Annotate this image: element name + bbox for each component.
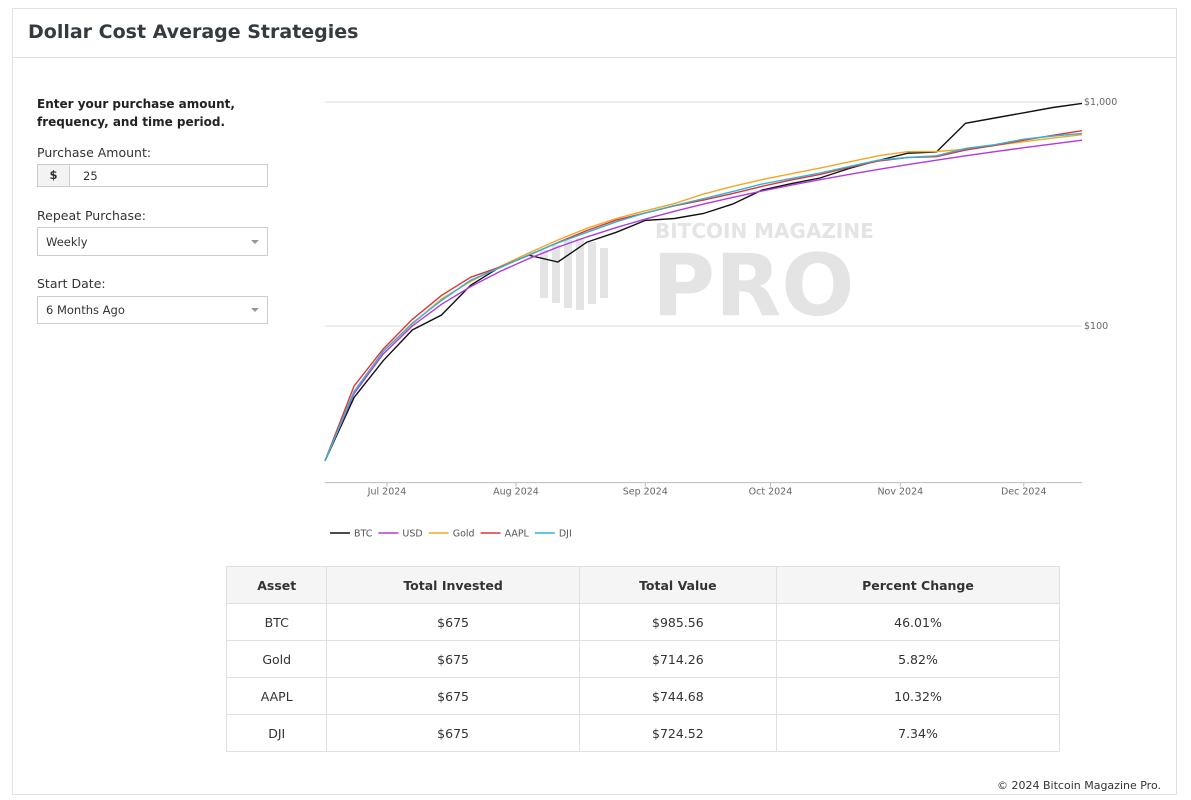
table-row: AAPL $675 $744.68 10.32% [225, 677, 1061, 715]
table-cell: DJI [225, 714, 328, 752]
table-row: Gold $675 $714.26 5.82% [225, 640, 1061, 678]
table-cell: $675 [326, 603, 580, 641]
x-tick-label: Dec 2024 [1001, 487, 1047, 498]
start-select[interactable]: 6 Months Ago [37, 296, 268, 324]
column-header: Asset [225, 566, 328, 604]
amount-input[interactable]: $ 25 [37, 164, 268, 187]
table-cell: $675 [326, 714, 580, 752]
table-cell: Gold [225, 640, 328, 678]
series-line [324, 102, 1083, 462]
watermark-top: BITCOIN MAGAZINE [655, 219, 874, 243]
series-line [324, 139, 1083, 462]
table-row: DJI $675 $724.52 7.34% [225, 714, 1061, 752]
chart: BITCOIN MAGAZINE PRO $100 $1,000 Jul 2024 A… [324, 97, 1117, 540]
table-cell: 46.01% [775, 603, 1061, 641]
series-line [324, 132, 1083, 462]
x-tick-label: Oct 2024 [749, 487, 793, 498]
header: Dollar Cost Average Strategies [13, 9, 1176, 58]
column-header: Total Invested [326, 566, 580, 604]
table-cell: BTC [225, 603, 328, 641]
table-cell: $985.56 [578, 603, 777, 641]
repeat-label: Repeat Purchase: [37, 208, 146, 223]
table-cell: $675 [326, 640, 580, 678]
legend-label: Gold [453, 529, 475, 540]
amount-value: 25 [83, 169, 98, 183]
watermark-bar [588, 242, 596, 304]
repeat-value: Weekly [46, 235, 88, 249]
x-tick-label: Sep 2024 [623, 487, 668, 498]
watermark: BITCOIN MAGAZINE PRO [540, 219, 874, 336]
legend-item: DJI [534, 529, 572, 540]
table-cell: $714.26 [578, 640, 777, 678]
watermark-main: PRO [652, 236, 854, 336]
watermark-bar [540, 250, 548, 298]
currency-addon: $ [38, 165, 70, 186]
table-cell: 7.34% [775, 714, 1061, 752]
table-cell: $724.52 [578, 714, 777, 752]
table-cell: AAPL [225, 677, 328, 715]
column-header: Total Value [578, 566, 777, 604]
table-cell: 5.82% [775, 640, 1061, 678]
watermark-bar [552, 245, 560, 303]
amount-label: Purchase Amount: [37, 145, 152, 160]
table-cell: $744.68 [578, 677, 777, 715]
footer: © 2024 Bitcoin Magazine Pro. [997, 779, 1161, 792]
y-tick-label: $100 [1084, 321, 1108, 332]
legend-label: BTC [354, 529, 373, 540]
watermark-bar [576, 238, 584, 310]
legend-item: USD [378, 529, 423, 540]
instructions: Enter your purchase amount, frequency, a… [37, 97, 235, 129]
start-value: 6 Months Ago [46, 303, 125, 317]
caret [251, 239, 259, 248]
column-header: Percent Change [775, 566, 1061, 604]
legend-item: Gold [428, 529, 475, 540]
caret [251, 308, 259, 316]
legend-item: AAPL [480, 529, 530, 540]
legend-label: DJI [559, 529, 572, 540]
card: Dollar Cost Average Strategies [12, 8, 1177, 795]
legend-label: AAPL [505, 529, 530, 540]
x-tick-label: Nov 2024 [877, 487, 923, 498]
y-tick-label: $1,000 [1084, 97, 1117, 108]
start-label: Start Date: [37, 276, 106, 291]
x-tick-label: Aug 2024 [493, 487, 539, 498]
series-line [324, 130, 1083, 462]
watermark-bar [600, 248, 608, 298]
table-header: Asset Total Invested Total Value Percent Ch… [225, 566, 1061, 604]
table-body: BTC $675 $985.56 46.01% Gold $675 $714.26 5.82%… [225, 603, 1061, 752]
results-table: Asset Total Invested Total Value Percent Ch… [225, 566, 1061, 752]
watermark-bar [564, 240, 572, 308]
page-title: Dollar Cost Average Strategies [28, 21, 359, 43]
table-cell: 10.32% [775, 677, 1061, 715]
repeat-select[interactable]: Weekly [37, 227, 268, 256]
table-cell: $675 [326, 677, 580, 715]
legend-item: BTC [330, 529, 373, 540]
x-tick-label: Jul 2024 [367, 487, 407, 498]
table-row: BTC $675 $985.56 46.01% [225, 603, 1061, 641]
legend-label: USD [402, 529, 422, 540]
